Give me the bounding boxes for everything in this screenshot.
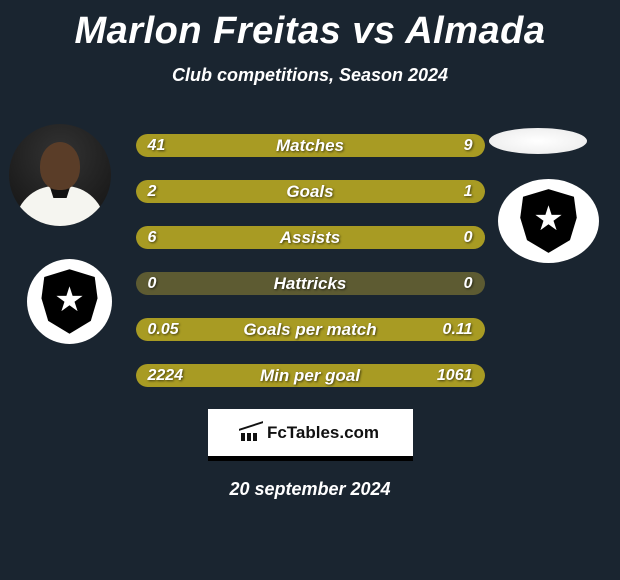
stat-label: Goals <box>136 182 485 202</box>
star-icon: ★ <box>54 283 84 317</box>
stat-row: 00Hattricks <box>136 272 485 295</box>
bar-chart-icon <box>241 425 261 441</box>
footer-date: 20 september 2024 <box>0 479 620 500</box>
team-crest-left: ★ <box>27 259 112 344</box>
team-crest-right: ★ <box>498 179 599 263</box>
attribution-badge: FcTables.com <box>208 409 413 461</box>
stats-container: 419Matches 21Goals 60Assists 00Hattricks 0.0… <box>136 134 485 387</box>
stat-row: 60Assists <box>136 226 485 249</box>
star-icon: ★ <box>533 202 563 236</box>
stat-row: 22241061Min per goal <box>136 364 485 387</box>
stat-label: Min per goal <box>136 366 485 386</box>
comparison-title: Marlon Freitas vs Almada <box>0 0 620 53</box>
stat-row: 0.050.11Goals per match <box>136 318 485 341</box>
comparison-subtitle: Club competitions, Season 2024 <box>0 65 620 86</box>
stat-label: Assists <box>136 228 485 248</box>
stat-label: Hattricks <box>136 274 485 294</box>
attribution-text: FcTables.com <box>267 423 379 443</box>
stat-row: 419Matches <box>136 134 485 157</box>
player-left-avatar <box>9 124 111 226</box>
stat-row: 21Goals <box>136 180 485 203</box>
stat-label: Matches <box>136 136 485 156</box>
shield-icon: ★ <box>520 189 577 253</box>
stat-label: Goals per match <box>136 320 485 340</box>
shield-icon: ★ <box>41 269 97 334</box>
avatar-head <box>40 142 80 190</box>
player-right-placeholder <box>489 128 587 154</box>
